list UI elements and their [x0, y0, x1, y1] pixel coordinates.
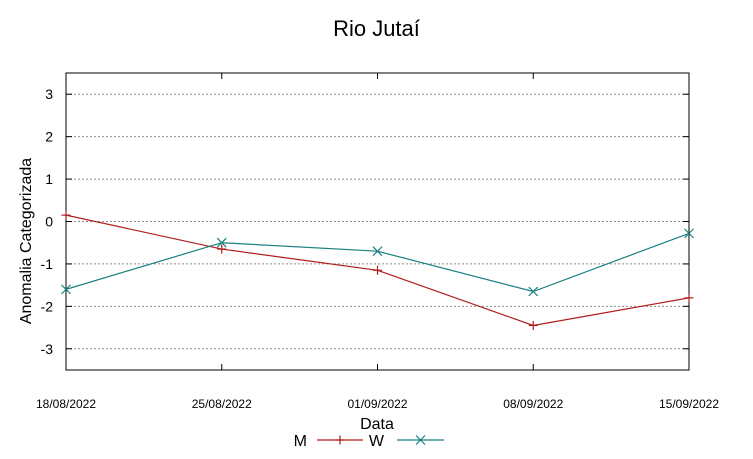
marker-stroke	[216, 237, 227, 248]
series-w-point	[528, 286, 539, 297]
y-tick-label: 3	[45, 86, 53, 102]
x-tick-label: 18/08/2022	[36, 397, 96, 411]
x-tick-label: 15/09/2022	[659, 397, 719, 411]
series-m-point	[684, 293, 694, 303]
series-m-point	[217, 244, 227, 254]
marker-stroke	[61, 284, 71, 295]
legend-label-m: M	[294, 433, 307, 450]
x-tick-label: 01/09/2022	[347, 397, 407, 411]
y-tick-label: -2	[41, 298, 54, 314]
marker-stroke	[528, 286, 539, 297]
series-w-point	[372, 246, 383, 257]
chart-title: Rio Jutaí	[333, 16, 420, 41]
y-tick-label: 2	[45, 129, 53, 145]
series-m-point	[61, 210, 71, 220]
marker-stroke	[372, 246, 383, 257]
legend-marker-m	[335, 435, 345, 445]
legend-label-w: W	[369, 433, 385, 450]
x-tick-label: 25/08/2022	[192, 397, 252, 411]
series-m-point	[373, 265, 382, 275]
y-tick-label: 1	[45, 171, 53, 187]
y-tick-label: -3	[41, 341, 54, 357]
series-w-line	[65, 232, 690, 293]
series-layer	[61, 210, 694, 330]
series-w-point	[61, 284, 71, 295]
x-tick-label: 08/09/2022	[503, 397, 563, 411]
marker-stroke	[415, 435, 426, 445]
marker-stroke	[684, 228, 694, 239]
y-axis-label: Anomalia Categorizada	[18, 158, 35, 324]
series-w-point	[684, 228, 694, 239]
legend-marker-w	[415, 435, 426, 445]
series-m-point	[528, 320, 538, 330]
y-tick-label: -1	[41, 256, 54, 272]
x-axis-label: Data	[360, 416, 394, 433]
gridlines	[66, 93, 689, 350]
axis-ticks: 3 2 1 0 -1 -2 -3 18/08/2022 25/08/2022 01/09/2022…	[36, 73, 719, 411]
series-w-point	[216, 237, 227, 248]
y-tick-label: 0	[45, 214, 53, 230]
